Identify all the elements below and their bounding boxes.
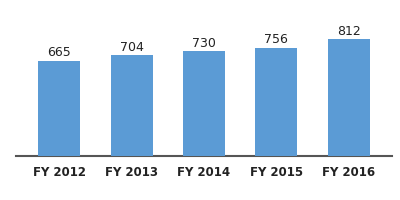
Bar	[183, 51, 225, 156]
Bar	[111, 55, 153, 156]
Text: 812: 812	[337, 25, 360, 38]
Text: 756: 756	[264, 33, 288, 46]
Bar	[328, 39, 370, 156]
Bar	[38, 61, 80, 156]
Text: 730: 730	[192, 37, 216, 50]
Bar	[255, 48, 297, 156]
Text: 704: 704	[120, 41, 144, 54]
Text: 665: 665	[48, 46, 71, 59]
